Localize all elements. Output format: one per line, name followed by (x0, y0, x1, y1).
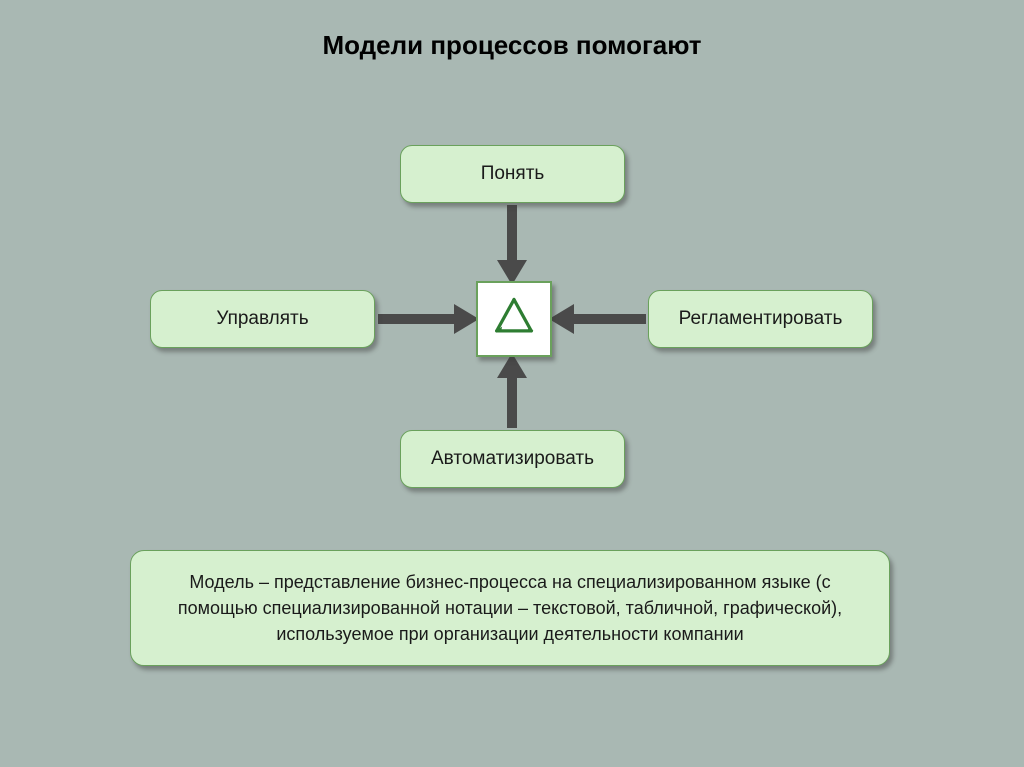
node-bottom-label: Автоматизировать (431, 448, 594, 470)
triangle-edge-1 (514, 300, 531, 331)
diagram-canvas: Модели процессов помогают Понять Управля… (0, 0, 1024, 767)
node-top: Понять (400, 145, 625, 203)
description-text: Модель – представление бизнес-процесса н… (178, 572, 842, 644)
triangle-cycle-icon (487, 292, 541, 346)
node-right: Регламентировать (648, 290, 873, 348)
node-right-label: Регламентировать (679, 308, 843, 330)
node-left-label: Управлять (216, 308, 308, 330)
node-left: Управлять (150, 290, 375, 348)
center-icon-box (476, 281, 552, 357)
description-box: Модель – представление бизнес-процесса н… (130, 550, 890, 666)
node-top-label: Понять (481, 163, 545, 185)
node-bottom: Автоматизировать (400, 430, 625, 488)
triangle-edge-3 (497, 300, 514, 331)
